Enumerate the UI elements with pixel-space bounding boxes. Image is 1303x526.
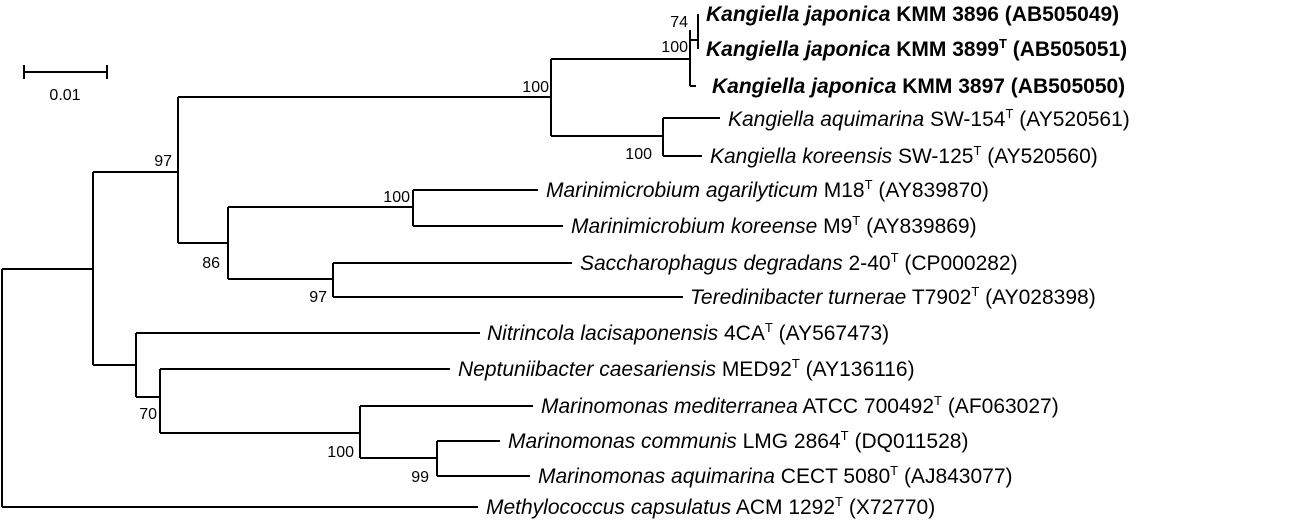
taxon-labels: Kangiella japonica KMM 3896 (AB505049) K… xyxy=(458,3,1130,519)
taxon-label: Marinomonas communis LMG 2864T (DQ011528… xyxy=(508,428,968,453)
bootstrap-value: 100 xyxy=(522,79,549,96)
bootstrap-value: 97 xyxy=(309,289,327,306)
taxon-label: Marinomonas mediterranea ATCC 700492T (A… xyxy=(541,393,1059,418)
taxon-label: Kangiella aquimarina SW-154T (AY520561) xyxy=(728,106,1130,131)
taxon-label: Kangiella japonica KMM 3899T (AB505051) xyxy=(706,36,1127,61)
taxon-label: Teredinibacter turnerae T7902T (AY028398… xyxy=(690,284,1096,309)
bootstrap-value: 100 xyxy=(661,39,688,56)
taxon-label: Kangiella koreensis SW-125T (AY520560) xyxy=(710,143,1098,168)
taxon-label: Saccharophagus degradans 2-40T (CP000282… xyxy=(580,250,1018,275)
taxon-label: Neptuniibacter caesariensis MED92T (AY13… xyxy=(458,356,915,381)
taxon-label: Marinomonas aquimarina CECT 5080T (AJ843… xyxy=(538,463,1013,488)
taxon-label: Kangiella japonica KMM 3896 (AB505049) xyxy=(706,3,1119,26)
bootstrap-value: 99 xyxy=(411,469,429,486)
bootstrap-value: 86 xyxy=(202,255,220,272)
scale-bar: 0.01 xyxy=(23,65,108,104)
bootstrap-value: 74 xyxy=(670,14,688,31)
taxon-label: Marinimicrobium agarilyticum M18T (AY839… xyxy=(546,177,989,202)
taxon-label: Nitrincola lacisaponensis 4CAT (AY567473… xyxy=(487,320,889,345)
bootstrap-value: 100 xyxy=(383,189,410,206)
bootstrap-value: 100 xyxy=(327,444,354,461)
taxon-label: Marinimicrobium koreense M9T (AY839869) xyxy=(571,213,977,238)
bootstrap-values: 74 100 100 100 97 100 86 97 70 100 99 xyxy=(139,14,688,486)
taxon-label: Methylococcus capsulatus ACM 1292T (X727… xyxy=(486,494,935,519)
taxon-label: Kangiella japonica KMM 3897 (AB505050) xyxy=(712,75,1125,98)
tree-branches xyxy=(1,14,720,508)
bootstrap-value: 97 xyxy=(154,153,172,170)
scale-bar-label: 0.01 xyxy=(49,87,80,104)
bootstrap-value: 70 xyxy=(139,406,157,423)
bootstrap-value: 100 xyxy=(625,146,652,163)
